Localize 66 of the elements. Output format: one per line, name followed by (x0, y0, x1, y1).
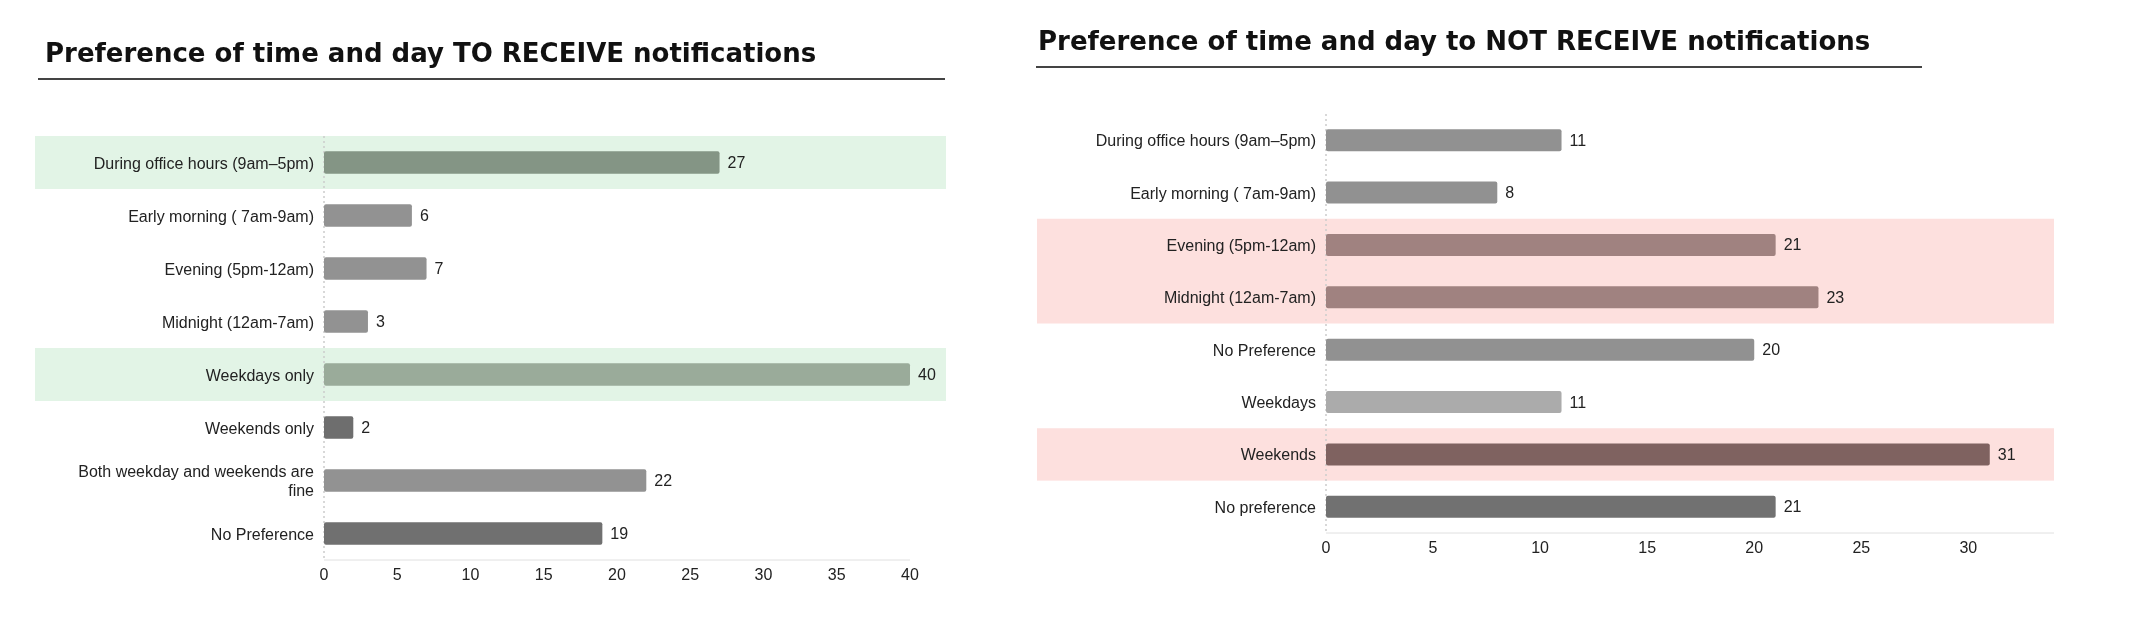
bar (324, 416, 354, 439)
x-tick-label: 10 (1531, 539, 1550, 556)
chart-title: Preference of time and day TO RECEIVE notifications (45, 38, 817, 68)
y-tick-label: No Preference (210, 525, 315, 542)
data-label: 21 (1783, 498, 1802, 516)
data-label: 31 (1997, 445, 2016, 463)
data-label: 6 (419, 207, 429, 224)
data-label: 20 (1762, 341, 1781, 359)
y-tick-label: Midnight (12am-7am) (161, 313, 314, 330)
y-tick-label: Evening (5pm-12am) (164, 260, 314, 277)
bar (1326, 181, 1498, 204)
x-tick-label: 15 (1638, 539, 1657, 556)
data-label: 27 (727, 154, 746, 171)
y-tick-label: Both weekday and weekends are fine (78, 462, 315, 499)
data-label: 21 (1783, 236, 1802, 254)
bar (1326, 338, 1755, 361)
chart-title: Preference of time and day to NOT RECEIVE notifications (1038, 26, 1871, 56)
data-label: 23 (1826, 288, 1845, 306)
data-label: 7 (434, 260, 444, 277)
y-tick-label: During office hours (9am–5pm) (1095, 131, 1316, 149)
bar (1326, 129, 1562, 152)
x-tick-label: 35 (827, 566, 846, 583)
y-tick-label: Weekdays only (205, 366, 314, 383)
bar (324, 469, 647, 492)
data-label: 22 (654, 472, 673, 489)
x-tick-label: 15 (534, 566, 553, 583)
data-label: 19 (610, 525, 629, 542)
y-tick-label: Weekdays (1241, 393, 1316, 411)
x-tick-label: 20 (608, 566, 626, 583)
x-tick-label: 5 (392, 566, 402, 583)
x-tick-label: 30 (1959, 539, 1978, 556)
bar (324, 151, 720, 174)
bar (324, 522, 603, 545)
x-tick-label: 20 (1745, 539, 1764, 556)
bar (324, 204, 412, 227)
y-tick-label: No Preference (1212, 341, 1317, 359)
bar (1326, 286, 1819, 309)
data-label: 8 (1505, 184, 1515, 202)
bar (324, 257, 427, 280)
y-tick-label: Midnight (12am-7am) (1163, 288, 1316, 306)
data-label: 11 (1569, 393, 1587, 411)
bar (324, 363, 910, 386)
bar (324, 310, 368, 333)
data-label: 2 (361, 419, 371, 436)
x-tick-label: 40 (901, 566, 919, 583)
bar (1326, 443, 1990, 466)
x-tick-label: 0 (319, 566, 329, 583)
y-tick-label: Early morning ( 7am-9am) (1130, 184, 1316, 202)
bar (1326, 391, 1562, 414)
y-tick-label: Weekends (1240, 445, 1316, 463)
y-tick-label: During office hours (9am–5pm) (93, 154, 314, 171)
data-label: 40 (918, 366, 936, 383)
y-tick-label: No preference (1214, 498, 1317, 516)
x-tick-label: 10 (461, 566, 480, 583)
y-tick-label: Evening (5pm-12am) (1166, 236, 1316, 254)
x-tick-label: 0 (1321, 539, 1331, 556)
x-tick-label: 5 (1428, 539, 1438, 556)
data-label: 11 (1569, 131, 1587, 149)
x-tick-label: 25 (1852, 539, 1871, 556)
x-tick-label: 25 (681, 566, 700, 583)
y-tick-label: Weekends only (204, 419, 314, 436)
bar (1326, 495, 1776, 518)
bar (1326, 233, 1776, 256)
x-tick-label: 30 (754, 566, 773, 583)
data-label: 3 (375, 313, 385, 330)
y-tick-label: Early morning ( 7am-9am) (128, 207, 314, 224)
